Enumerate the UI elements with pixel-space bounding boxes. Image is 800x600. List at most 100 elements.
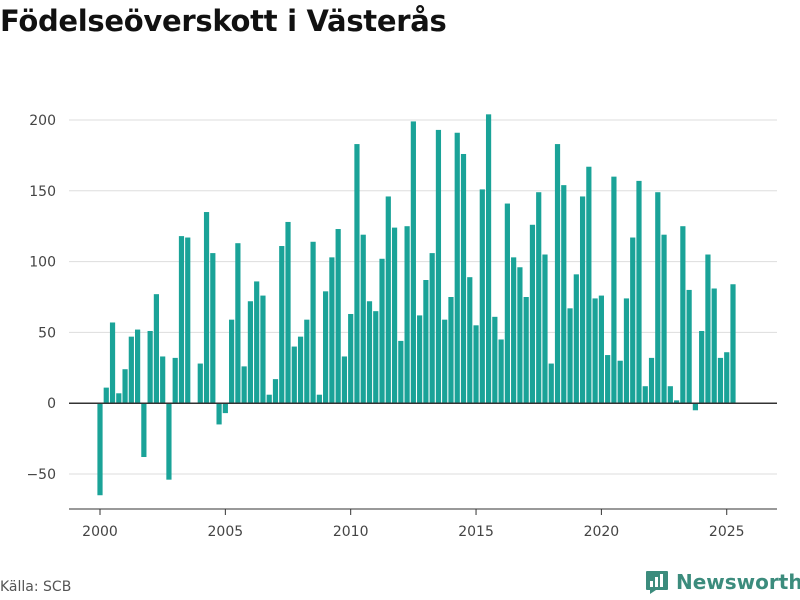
bar [661, 234, 667, 404]
y-tick-label: 100 [29, 255, 56, 271]
bar [254, 281, 260, 404]
bar [730, 284, 736, 404]
bar [473, 325, 479, 404]
bar [216, 403, 222, 425]
y-tick-label: 150 [29, 184, 56, 200]
bar [567, 308, 573, 404]
bar [542, 254, 548, 404]
bar [498, 339, 504, 404]
bar [266, 394, 272, 404]
bar [648, 357, 655, 404]
bar [141, 403, 147, 458]
bar [511, 257, 517, 404]
y-tick-label: −50 [26, 467, 56, 483]
bar [391, 227, 398, 404]
bar [517, 267, 523, 404]
bar [222, 403, 228, 414]
bar [172, 357, 178, 404]
x-tick-label: 2000 [82, 524, 118, 540]
brand-name: Newsworthy [676, 570, 800, 594]
bar [435, 129, 442, 404]
bar [410, 121, 416, 404]
bar [203, 212, 210, 404]
bar [285, 221, 291, 404]
bar [673, 400, 680, 404]
y-tick-label: 200 [29, 113, 56, 129]
bar [561, 185, 567, 404]
bar [442, 319, 448, 404]
bar [160, 356, 166, 404]
bar [210, 253, 216, 404]
bar [297, 336, 304, 404]
bar [329, 257, 335, 404]
bar [103, 387, 109, 404]
bar [448, 297, 454, 404]
x-tick-label: 2025 [709, 524, 745, 540]
bar [636, 180, 642, 404]
bar [680, 226, 686, 404]
bar [479, 189, 485, 404]
axes: −50 0 50 100 150 200 2000 2005 2010 2015 2020 2025 [26, 113, 777, 540]
bar [592, 298, 598, 404]
bar [341, 356, 348, 404]
bars [97, 114, 736, 496]
bar [573, 274, 579, 404]
bar [454, 132, 460, 404]
chart-title: Födelseöverskott i Västerås [0, 4, 447, 38]
bar [579, 196, 586, 404]
y-tick-label: 0 [47, 396, 56, 412]
y-tick-label: 50 [38, 325, 56, 341]
bar [667, 386, 673, 404]
bar [642, 386, 648, 404]
bar [335, 229, 341, 404]
bar [617, 360, 623, 404]
bar [235, 243, 241, 404]
bar [279, 246, 285, 404]
bar [109, 322, 116, 404]
bar [724, 352, 730, 404]
bar [260, 295, 266, 404]
bar [467, 277, 473, 404]
bar [404, 226, 410, 404]
bar [291, 346, 297, 404]
bar [122, 369, 128, 404]
bar [705, 254, 711, 404]
bar [323, 291, 329, 404]
bar [197, 363, 203, 404]
grid-lines [69, 119, 777, 475]
bar [548, 363, 554, 404]
bar [485, 114, 492, 404]
bar [241, 366, 247, 404]
bar [692, 403, 698, 411]
x-tick-label: 2020 [584, 524, 620, 540]
bar [366, 301, 373, 404]
bar [354, 144, 360, 404]
bar [116, 393, 122, 404]
bar [598, 295, 604, 404]
bar [153, 294, 160, 404]
bar [360, 234, 366, 404]
bar [272, 379, 279, 404]
bar [166, 403, 172, 480]
bar [504, 203, 510, 404]
bar [423, 280, 429, 404]
bar [247, 301, 254, 404]
bar [185, 237, 191, 404]
bar [460, 153, 467, 404]
bar [97, 403, 103, 496]
bar [429, 253, 435, 404]
newsworthy-logo[interactable]: Newsworthy [644, 569, 800, 595]
bar [630, 237, 636, 404]
x-tick-label: 2015 [458, 524, 494, 540]
bar [304, 319, 310, 404]
bar [611, 176, 617, 404]
bar [348, 313, 354, 404]
bar [128, 336, 134, 404]
bar [135, 329, 141, 404]
bar [686, 289, 692, 404]
newsworthy-chart-icon [646, 571, 668, 594]
source-note: Källa: SCB [0, 579, 72, 595]
bar [417, 315, 423, 404]
bar [316, 394, 322, 404]
